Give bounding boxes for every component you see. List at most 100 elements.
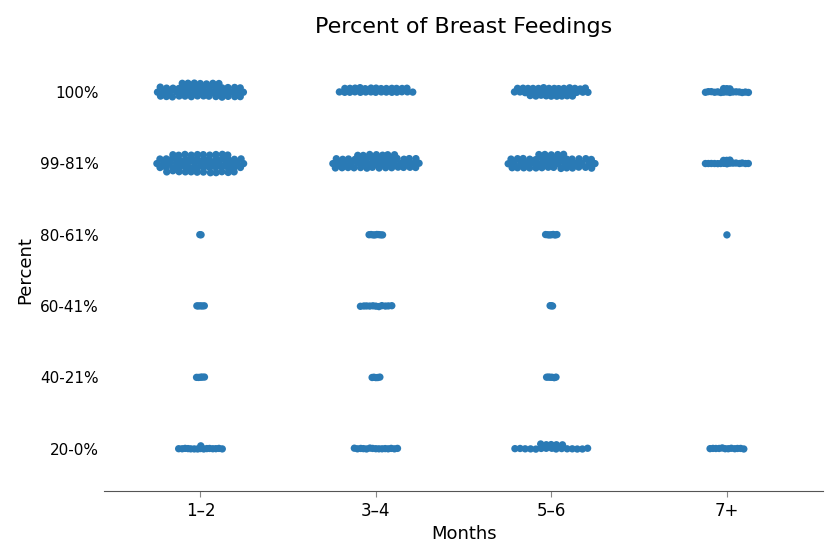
Point <box>402 154 416 163</box>
Point <box>723 88 737 97</box>
Point <box>536 155 549 164</box>
Point <box>172 84 186 93</box>
Point <box>550 230 564 239</box>
Y-axis label: Percent: Percent <box>17 236 34 304</box>
Point <box>539 444 553 453</box>
Point <box>387 159 401 168</box>
Point <box>178 444 192 453</box>
Point <box>570 445 584 454</box>
Point <box>736 88 749 97</box>
Point <box>178 150 192 159</box>
Point <box>172 91 186 100</box>
Point <box>349 83 362 92</box>
Point <box>732 159 746 168</box>
Point <box>196 301 209 310</box>
Point <box>366 230 380 239</box>
Point <box>157 159 171 168</box>
Point <box>570 88 584 97</box>
Point <box>181 444 195 453</box>
Point <box>160 92 173 101</box>
Point <box>568 84 581 93</box>
Point <box>394 159 407 168</box>
Point <box>187 158 201 167</box>
Point <box>190 373 203 382</box>
Point <box>192 301 205 310</box>
Point <box>723 158 737 167</box>
Point <box>699 159 712 168</box>
Point <box>176 79 189 88</box>
Point <box>548 373 561 382</box>
Point <box>166 150 180 159</box>
Point <box>191 167 204 176</box>
Point <box>736 158 749 167</box>
Point <box>374 230 387 239</box>
Point <box>209 163 223 172</box>
Point <box>511 84 524 93</box>
Point <box>354 88 367 97</box>
Point <box>163 88 176 97</box>
Point <box>714 159 727 168</box>
Point <box>533 150 546 159</box>
Point <box>566 92 580 101</box>
Point <box>237 88 250 97</box>
Point <box>356 151 370 160</box>
Point <box>185 83 198 92</box>
Point <box>547 163 560 172</box>
Point <box>179 162 192 171</box>
Point <box>513 444 527 453</box>
Point <box>548 154 561 163</box>
Point <box>184 445 197 454</box>
Point <box>400 159 413 168</box>
Point <box>185 164 198 172</box>
Point <box>720 84 733 93</box>
Point <box>363 150 376 159</box>
Point <box>209 155 223 164</box>
Point <box>717 156 730 165</box>
Point <box>365 83 378 92</box>
Point <box>585 155 598 164</box>
Point <box>354 444 367 453</box>
Point <box>555 92 569 101</box>
Point <box>555 88 569 97</box>
Point <box>522 84 535 93</box>
Point <box>388 150 402 159</box>
Point <box>706 444 720 453</box>
Point <box>572 162 585 171</box>
Point <box>725 444 738 452</box>
Point <box>349 155 362 164</box>
Point <box>717 88 730 97</box>
Point <box>381 158 395 167</box>
Point <box>357 444 370 453</box>
Point <box>549 445 563 454</box>
Point <box>230 87 244 96</box>
Point <box>576 88 590 97</box>
Point <box>728 444 742 453</box>
Point <box>705 159 718 168</box>
Point <box>222 92 235 101</box>
Point <box>369 88 382 97</box>
Point <box>187 78 201 87</box>
Point <box>380 87 393 96</box>
Point <box>209 168 223 177</box>
Point <box>400 84 413 93</box>
Point <box>544 151 558 160</box>
Point <box>701 87 715 96</box>
Point <box>409 154 423 163</box>
Point <box>172 163 186 172</box>
Point <box>370 159 383 168</box>
Point <box>203 163 217 172</box>
Point <box>381 301 395 310</box>
Point <box>191 91 204 100</box>
Point <box>572 155 585 164</box>
Point <box>372 164 386 172</box>
Point <box>375 444 389 453</box>
Point <box>194 230 207 239</box>
Point <box>160 155 173 164</box>
Point <box>351 444 365 453</box>
Point <box>731 444 744 453</box>
Point <box>539 230 553 239</box>
Point <box>565 87 579 96</box>
Point <box>151 88 165 97</box>
X-axis label: Months: Months <box>431 525 496 543</box>
Point <box>723 85 737 94</box>
